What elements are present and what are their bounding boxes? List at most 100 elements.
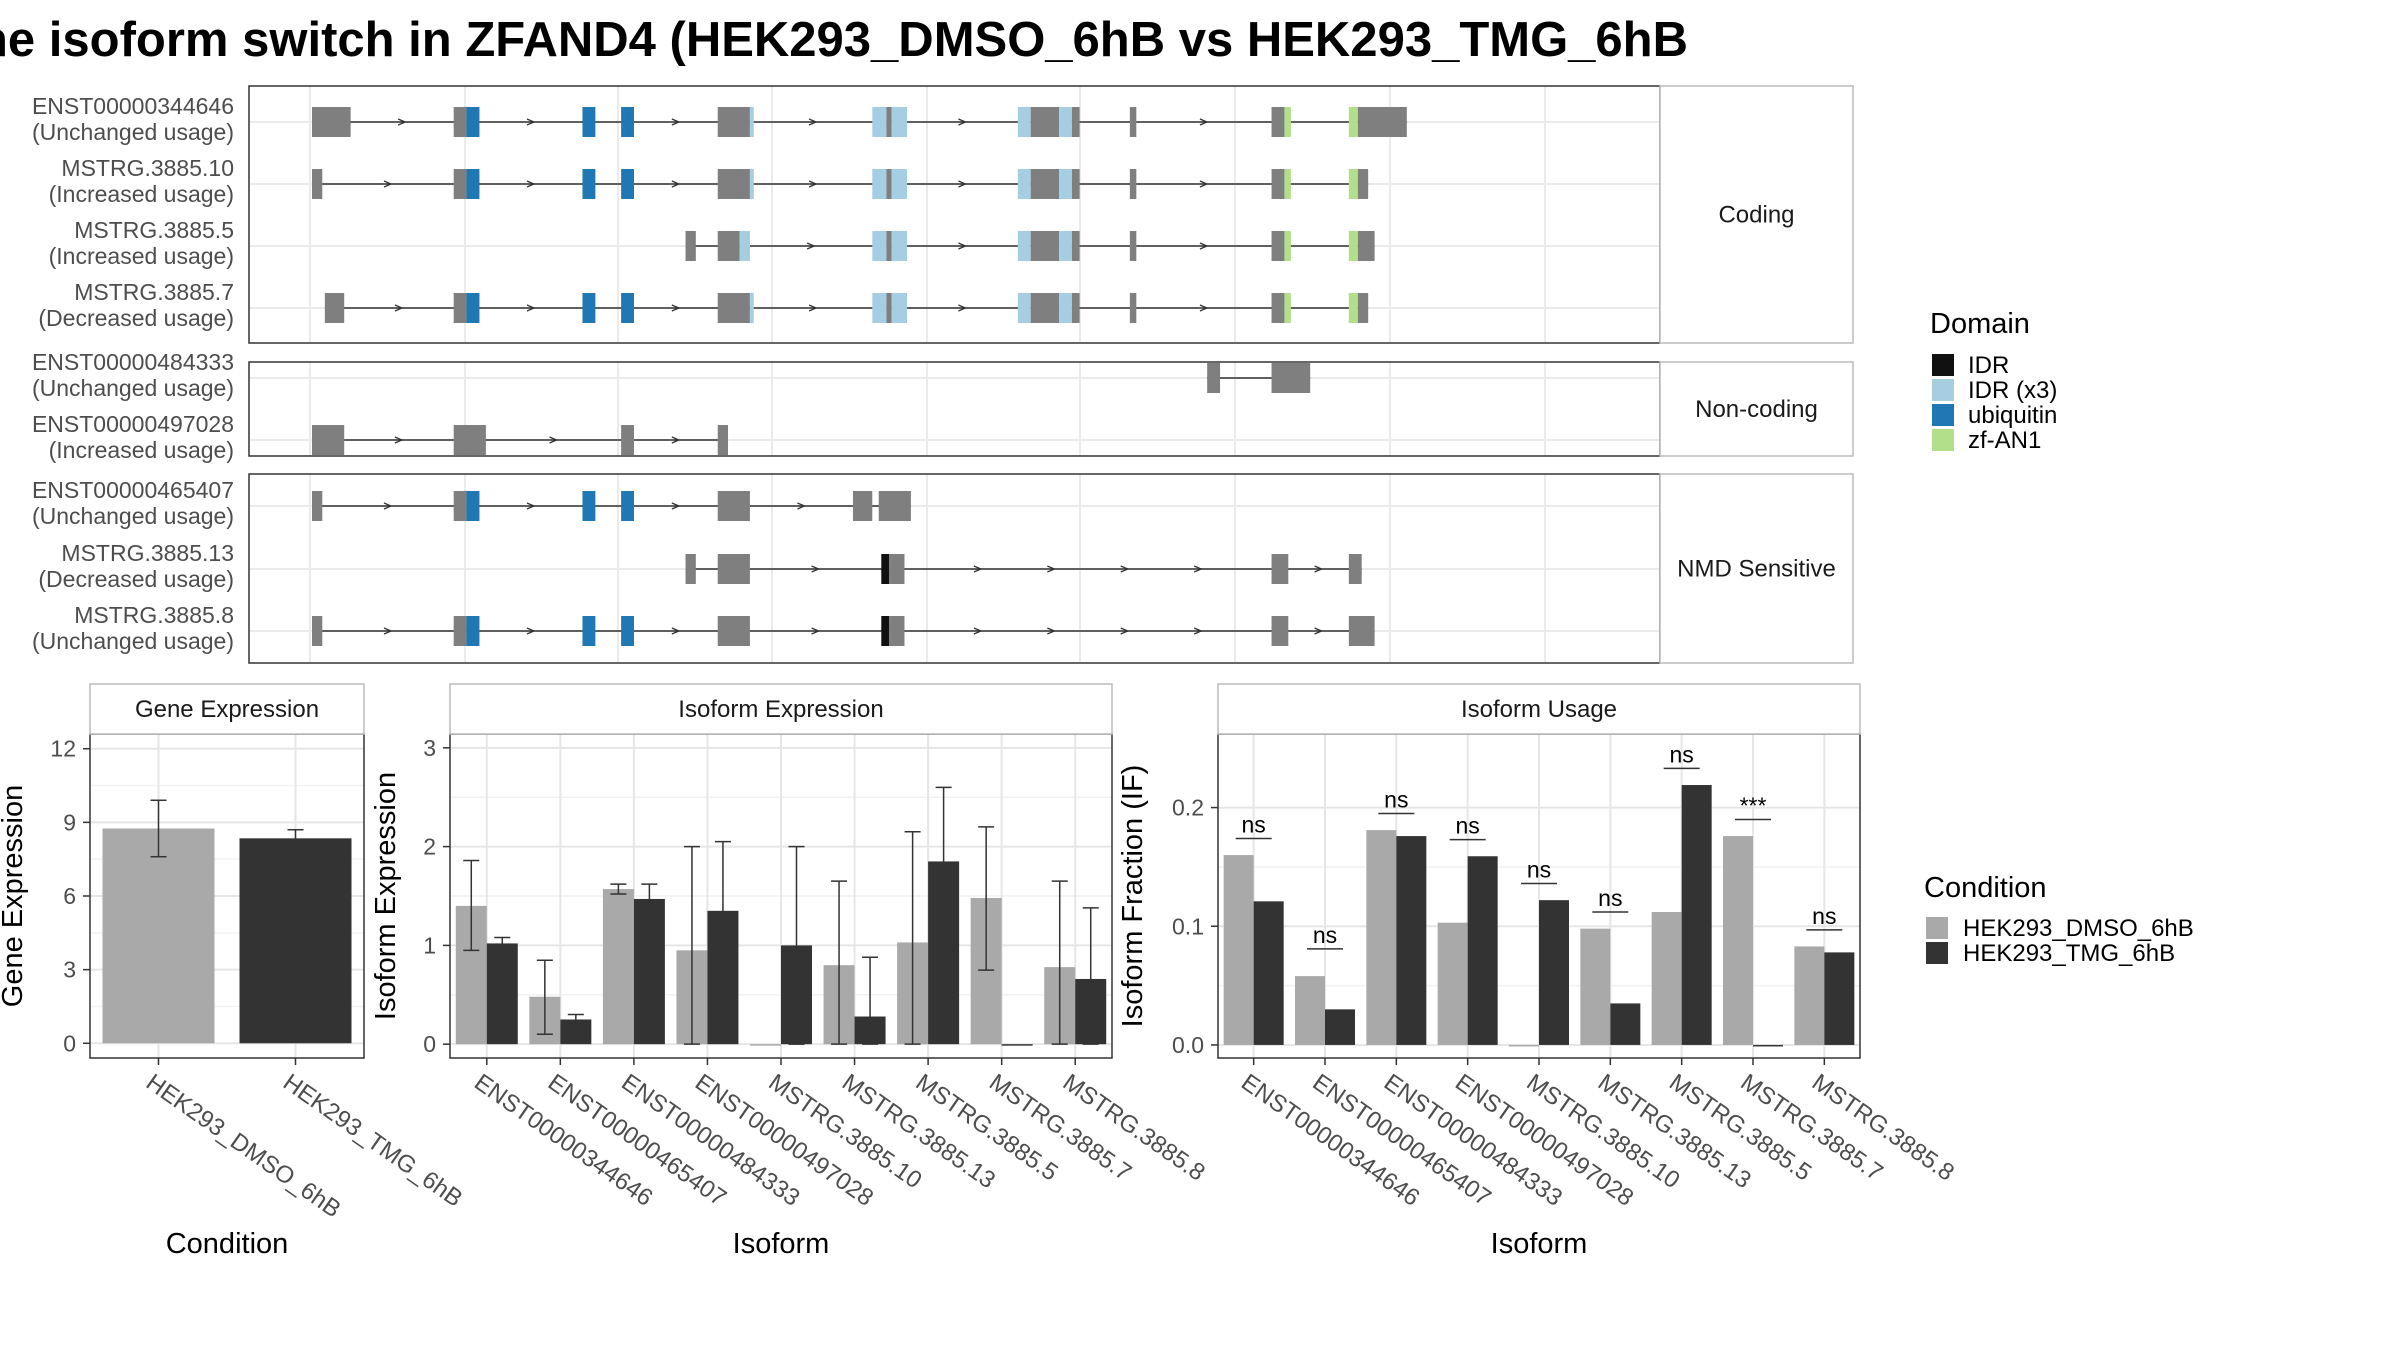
structure-strip [1659, 85, 1854, 344]
exon-block [889, 616, 905, 646]
exon-block [312, 169, 323, 199]
intron-arrow [526, 118, 536, 126]
exon-block [453, 616, 467, 646]
transcript-id-label: ENST00000344646 [32, 93, 234, 119]
domain-block [466, 293, 480, 323]
exon-block [324, 293, 345, 323]
bar [1437, 922, 1468, 1045]
intron-arrow [394, 436, 404, 444]
bar [1824, 952, 1855, 1045]
condition-legend-key [1926, 942, 1948, 964]
domain-block [749, 107, 754, 137]
intron-arrow [671, 627, 681, 635]
x-axis-title: Isoform [1491, 1228, 1588, 1260]
exon-block [1271, 169, 1285, 199]
transcript-track: ENST00000484333(Unchanged usage) [32, 349, 1311, 401]
exon-block [1271, 231, 1285, 261]
significance-label: ns [1456, 813, 1480, 839]
y-axis-title: Gene Expression [0, 785, 29, 1007]
exon-block [1271, 554, 1289, 584]
bar [1610, 1003, 1641, 1045]
domain-block [621, 169, 634, 199]
panel-title: Isoform Expression [678, 696, 883, 723]
domain-block [466, 169, 480, 199]
intron-arrow [671, 436, 681, 444]
exon-block [1030, 231, 1060, 261]
exon-block [1030, 169, 1060, 199]
transcript-track: MSTRG.3885.10(Increased usage) [49, 155, 1369, 207]
domain-block [1348, 107, 1358, 137]
domain-legend-label: ubiquitin [1968, 402, 2057, 429]
transcript-track: ENST00000344646(Unchanged usage) [32, 93, 1407, 145]
exon-block [717, 169, 750, 199]
bar [750, 1044, 781, 1046]
domain-block [582, 491, 596, 521]
intron-arrow [808, 304, 818, 312]
transcript-usage-label: (Unchanged usage) [32, 375, 234, 401]
condition-legend-label: HEK293_TMG_6hB [1963, 940, 2175, 967]
domain-legend-key [1932, 404, 1954, 426]
bar [1539, 900, 1569, 1045]
exon-block [886, 293, 892, 323]
significance-label: ns [1313, 922, 1337, 948]
figure-title: he isoform switch in ZFAND4 (HEK293_DMSO… [0, 13, 1688, 67]
domain-block [1348, 169, 1358, 199]
transcript-track: MSTRG.3885.5(Increased usage) [49, 217, 1375, 269]
bar [486, 943, 518, 1045]
transcript-id-label: MSTRG.3885.8 [74, 602, 234, 628]
domain-block [1348, 293, 1358, 323]
intron-arrow [549, 436, 559, 444]
isoform-usage-panel: Isoform Usage0.00.10.2ENST00000344646ENS… [1117, 683, 1959, 1260]
panel-title: Isoform Usage [1461, 696, 1617, 723]
panel-strip [1217, 683, 1861, 735]
intron-arrow [958, 242, 968, 250]
intron-arrow [1199, 118, 1209, 126]
intron-arrow [973, 565, 983, 573]
exon-block [1129, 231, 1137, 261]
transcript-track: ENST00000465407(Unchanged usage) [32, 477, 911, 529]
exon-block [1071, 107, 1080, 137]
domain-legend-title: Domain [1930, 308, 2030, 340]
transcript-id-label: ENST00000497028 [32, 411, 234, 437]
intron-arrow [806, 242, 816, 250]
domain-block [891, 231, 908, 261]
x-axis-title: Condition [166, 1228, 289, 1260]
y-tick-label: 0 [63, 1030, 76, 1056]
domain-block [582, 107, 596, 137]
y-tick-label: 9 [63, 809, 76, 835]
condition-legend-key [1926, 917, 1948, 939]
y-tick-label: 12 [50, 736, 76, 762]
panel-strip [89, 683, 365, 735]
exon-block [1129, 169, 1137, 199]
significance-label: ns [1384, 787, 1408, 813]
exon-block [1271, 107, 1285, 137]
intron-arrow [1120, 627, 1130, 635]
intron-arrow [671, 180, 681, 188]
exon-block [717, 491, 750, 521]
exon-block [889, 554, 905, 584]
bar [1325, 1009, 1355, 1045]
intron-arrow [808, 180, 818, 188]
intron-arrow [1314, 565, 1324, 573]
exon-block [717, 293, 750, 323]
transcript-id-label: MSTRG.3885.5 [74, 217, 234, 243]
significance-label: ns [1242, 811, 1266, 837]
domain-block [1017, 293, 1031, 323]
domain-block [582, 169, 596, 199]
transcript-usage-label: (Increased usage) [49, 243, 234, 269]
intron-arrow [526, 304, 536, 312]
exon-block [1271, 363, 1311, 393]
structure-panel-background [249, 86, 1660, 343]
transcript-id-label: ENST00000465407 [32, 477, 234, 503]
significance-label: *** [1740, 792, 1767, 818]
intron-arrow [671, 118, 681, 126]
bar [1223, 855, 1254, 1045]
exon-block [621, 425, 634, 455]
exon-block [1071, 231, 1080, 261]
transcript-track: MSTRG.3885.7(Decreased usage) [38, 279, 1369, 331]
bar [1467, 856, 1498, 1045]
exon-block [886, 169, 892, 199]
exon-block [453, 491, 467, 521]
